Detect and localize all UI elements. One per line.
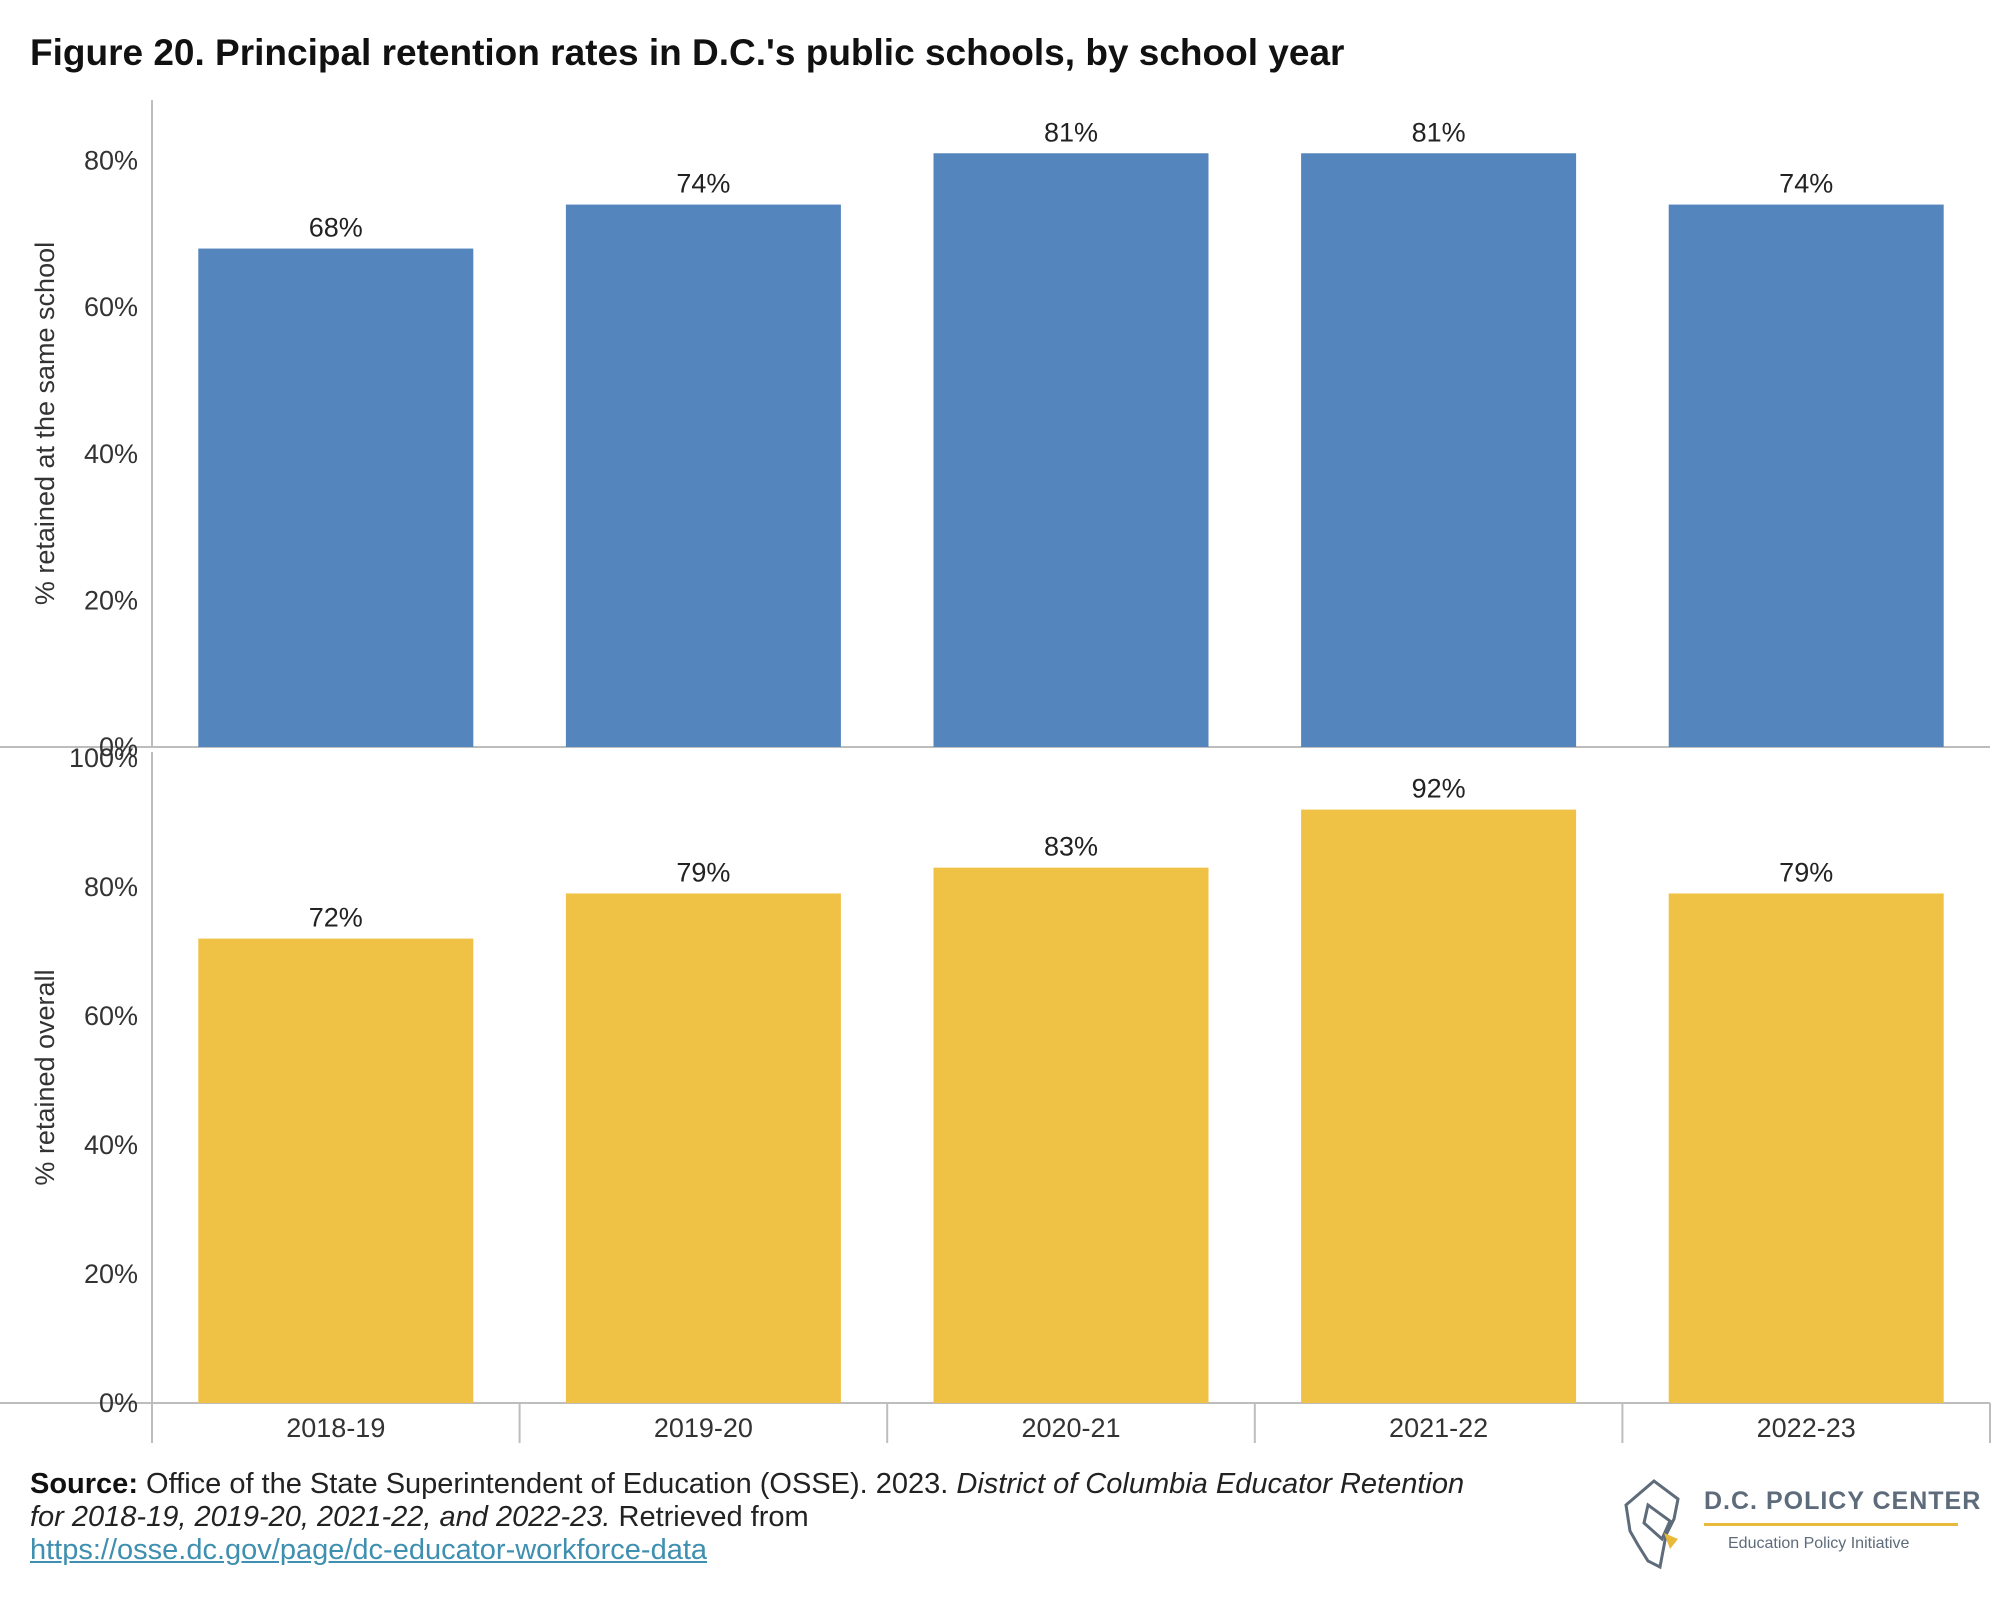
bar	[1301, 153, 1577, 747]
panel-same-school: 0% 20% 40% 60% 80% % retained at the same sch…	[0, 100, 1990, 762]
bar	[565, 893, 841, 1403]
y-tick-label: 0%	[99, 732, 138, 762]
data-label: 83%	[1044, 832, 1098, 862]
x-tick-label: 2022-23	[1757, 1413, 1856, 1443]
source-title: District of Columbia Educator Retention …	[30, 1468, 1465, 1533]
y-tick-label: 40%	[84, 1130, 138, 1160]
data-label: 92%	[1412, 774, 1466, 804]
data-label: 79%	[1779, 857, 1833, 887]
y-tick-label: 20%	[84, 1259, 138, 1289]
bar	[198, 248, 474, 747]
source-note: Source: Office of the State Superintende…	[30, 1468, 1500, 1567]
x-axis: 2018-19 2019-20 2020-21 2021-22 2022-23	[151, 1403, 1991, 1443]
y-tick-label: 80%	[84, 146, 138, 176]
y-axis-label-top: % retained at the same school	[30, 242, 60, 605]
logo-subtitle: Education Policy Initiative	[1728, 1535, 1910, 1552]
y-tick-label: 40%	[84, 439, 138, 469]
bar	[1668, 893, 1944, 1403]
data-label: 81%	[1412, 117, 1466, 147]
source-retrieved: Retrieved from	[610, 1501, 809, 1533]
source-link[interactable]: https://osse.dc.gov/page/dc-educator-wor…	[30, 1534, 708, 1566]
y-tick-label: 80%	[84, 872, 138, 902]
source-label: Source:	[30, 1468, 138, 1500]
x-tick-label: 2020-21	[1021, 1413, 1120, 1443]
data-label: 74%	[1779, 169, 1833, 199]
data-label: 81%	[1044, 117, 1098, 147]
x-tick-label: 2018-19	[286, 1413, 385, 1443]
dc-policy-center-logo: D.C. POLICY CENTER Education Policy Init…	[1608, 1475, 1980, 1575]
chart-title: Figure 20. Principal retention rates in …	[30, 32, 1345, 73]
logo-name: D.C. POLICY CENTER	[1704, 1487, 1982, 1515]
data-label: 74%	[676, 169, 730, 199]
bar	[198, 938, 474, 1403]
y-tick-label: 100%	[69, 743, 138, 773]
logo-rule	[1704, 1523, 1958, 1526]
chart: 0% 20% 40% 60% 80% % retained at the same sch…	[0, 100, 1991, 1443]
y-tick-label: 20%	[84, 585, 138, 615]
x-tick-label: 2021-22	[1389, 1413, 1488, 1443]
y-tick-label: 60%	[84, 1001, 138, 1031]
data-label: 72%	[309, 903, 363, 933]
y-tick-label: 0%	[99, 1388, 138, 1418]
y-tick-label: 60%	[84, 292, 138, 322]
data-label: 68%	[309, 213, 363, 243]
bar	[565, 204, 841, 747]
panel-overall: 0% 20% 40% 60% 80% 100% % retained overall 72% 7…	[0, 743, 1990, 1418]
source-text: Office of the State Superintendent of Ed…	[137, 1468, 957, 1500]
x-tick-label: 2019-20	[654, 1413, 753, 1443]
dc-map-pen-icon	[1624, 1479, 1680, 1570]
y-axis-label-bottom: % retained overall	[30, 969, 60, 1185]
bar	[1301, 809, 1577, 1403]
bar	[933, 867, 1209, 1403]
data-label: 79%	[676, 857, 730, 887]
bar	[933, 153, 1209, 747]
bar	[1668, 204, 1944, 747]
